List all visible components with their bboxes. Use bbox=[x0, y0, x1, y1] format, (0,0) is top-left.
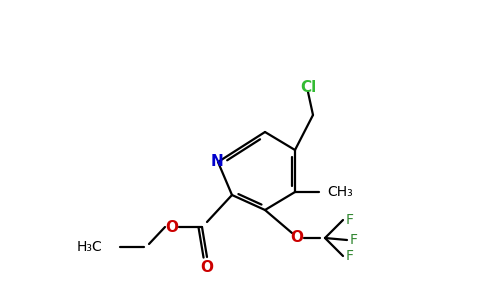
Text: Cl: Cl bbox=[300, 80, 316, 94]
Text: F: F bbox=[346, 249, 354, 263]
Text: O: O bbox=[290, 230, 303, 245]
Text: N: N bbox=[211, 154, 224, 169]
Text: H₃C: H₃C bbox=[76, 240, 102, 254]
Text: CH₃: CH₃ bbox=[327, 185, 353, 199]
Text: F: F bbox=[350, 233, 358, 247]
Text: O: O bbox=[200, 260, 213, 274]
Text: O: O bbox=[166, 220, 179, 235]
Text: F: F bbox=[346, 213, 354, 227]
